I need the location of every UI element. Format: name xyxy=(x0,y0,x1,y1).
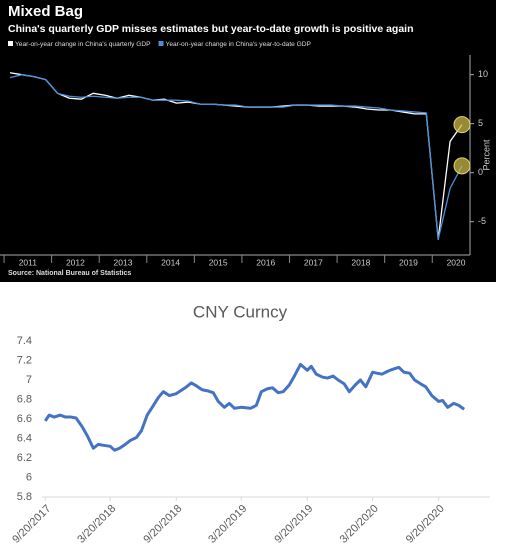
x-tick-label: 2015 xyxy=(209,257,228,267)
x-tick-label: 9/20/2018 xyxy=(141,503,184,546)
y-tick-label: 5.8 xyxy=(17,491,32,503)
x-tick-label: 3/20/2020 xyxy=(338,503,381,546)
series-line xyxy=(43,362,466,452)
y-axis-label: Percent xyxy=(481,139,491,171)
x-tick-label: 2011 xyxy=(19,257,38,267)
x-tick-label: 2017 xyxy=(304,257,323,267)
series-line xyxy=(9,74,463,240)
y-tick-label: 0 xyxy=(478,167,483,177)
legend-swatch xyxy=(8,41,13,46)
x-tick-label: 3/20/2018 xyxy=(75,503,118,546)
x-tick-label: 2014 xyxy=(161,257,180,267)
y-tick-label: 10 xyxy=(478,69,488,79)
x-tick-label: 2018 xyxy=(351,257,370,267)
highlight-circle xyxy=(453,157,471,175)
x-tick-label: 2012 xyxy=(66,257,85,267)
x-tick-label: 2020 xyxy=(447,257,466,267)
y-tick-label: 7.2 xyxy=(17,354,32,366)
chart-title: CNY Curncy xyxy=(193,302,288,321)
x-tick-label: 2016 xyxy=(256,257,275,267)
y-tick-label: 6.4 xyxy=(17,432,32,444)
y-tick-label: 5 xyxy=(478,118,483,128)
legend-swatch xyxy=(158,41,164,46)
y-tick-label: 6.8 xyxy=(17,393,32,405)
legend-label: Year-on-year change in China's quarterly… xyxy=(15,41,151,48)
legend-label: Year-on-year change in China's year-to-d… xyxy=(166,41,312,48)
highlight-circle xyxy=(453,116,471,134)
chart-title: Mixed Bag xyxy=(8,3,83,20)
x-tick-label: 9/20/2020 xyxy=(404,503,447,546)
y-tick-label: 6.6 xyxy=(17,413,32,425)
x-tick-label: 3/20/2019 xyxy=(206,503,249,546)
dark-panel xyxy=(0,0,496,282)
chart-subtitle: China's quarterly GDP misses estimates b… xyxy=(8,23,414,35)
y-tick-label: 6.2 xyxy=(17,452,32,464)
y-tick-label: 7.4 xyxy=(17,335,32,347)
x-tick-label: 9/20/2017 xyxy=(10,503,53,546)
y-tick-label: 6 xyxy=(26,471,32,483)
x-tick-label: 9/20/2019 xyxy=(272,503,315,546)
y-tick-label: 7 xyxy=(26,374,32,386)
x-tick-label: 2013 xyxy=(114,257,133,267)
y-tick-label: -5 xyxy=(478,216,486,226)
source: Source: National Bureau of Statistics xyxy=(8,270,131,277)
x-tick-label: 2019 xyxy=(399,257,418,267)
